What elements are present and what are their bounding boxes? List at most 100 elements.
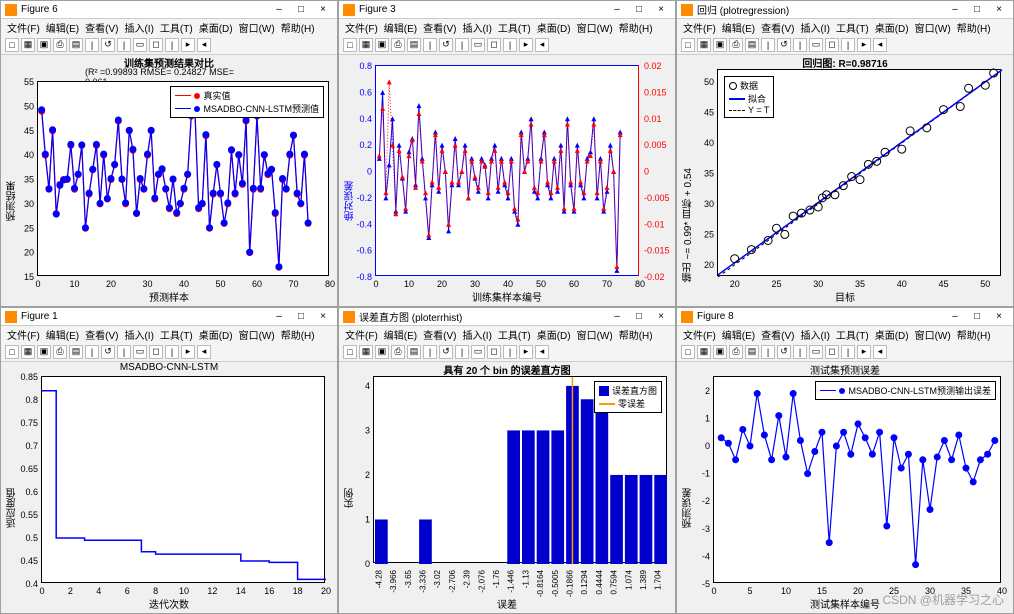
toolbar-btn[interactable]: ◂: [873, 38, 887, 52]
menu-item[interactable]: 查看(V): [759, 20, 796, 35]
toolbar-btn[interactable]: ↺: [101, 38, 115, 52]
menu-item[interactable]: 桌面(D): [197, 20, 235, 35]
menu-item[interactable]: 查看(V): [421, 20, 458, 35]
toolbar-btn[interactable]: ◻: [487, 345, 501, 359]
menu-item[interactable]: 窗口(W): [575, 327, 615, 342]
menu-item[interactable]: 编辑(E): [720, 327, 757, 342]
toolbar-btn[interactable]: ▣: [375, 38, 389, 52]
menu-item[interactable]: 文件(F): [5, 20, 42, 35]
min-btn[interactable]: –: [607, 4, 627, 15]
toolbar-btn[interactable]: ▸: [181, 38, 195, 52]
toolbar-btn[interactable]: |: [793, 345, 807, 359]
menu-item[interactable]: 插入(I): [798, 20, 831, 35]
toolbar-btn[interactable]: ⎙: [391, 38, 405, 52]
toolbar-btn[interactable]: ◻: [149, 345, 163, 359]
menu-item[interactable]: 帮助(H): [955, 327, 993, 342]
toolbar-btn[interactable]: □: [5, 38, 19, 52]
toolbar-btn[interactable]: ▤: [69, 345, 83, 359]
toolbar-btn[interactable]: ▭: [809, 345, 823, 359]
toolbar-btn[interactable]: ▤: [407, 38, 421, 52]
menu-item[interactable]: 窗口(W): [237, 20, 277, 35]
toolbar-btn[interactable]: ↺: [101, 345, 115, 359]
menu-item[interactable]: 窗口(W): [913, 20, 953, 35]
toolbar-btn[interactable]: ◂: [535, 38, 549, 52]
menu-item[interactable]: 插入(I): [460, 20, 493, 35]
toolbar-btn[interactable]: ↺: [439, 345, 453, 359]
toolbar-btn[interactable]: |: [85, 345, 99, 359]
menu-item[interactable]: 插入(I): [460, 327, 493, 342]
max-btn[interactable]: □: [291, 311, 311, 322]
toolbar-btn[interactable]: ▦: [359, 345, 373, 359]
min-btn[interactable]: –: [607, 311, 627, 322]
toolbar-btn[interactable]: ▭: [809, 38, 823, 52]
toolbar-btn[interactable]: ⎙: [729, 345, 743, 359]
toolbar-btn[interactable]: ◂: [873, 345, 887, 359]
menu-item[interactable]: 文件(F): [343, 20, 380, 35]
menu-item[interactable]: 工具(T): [834, 20, 871, 35]
toolbar-btn[interactable]: ▦: [21, 38, 35, 52]
menu-item[interactable]: 帮助(H): [955, 20, 993, 35]
toolbar-btn[interactable]: □: [343, 345, 357, 359]
menu-item[interactable]: 编辑(E): [44, 20, 81, 35]
toolbar-btn[interactable]: ◂: [197, 345, 211, 359]
menu-item[interactable]: 工具(T): [834, 327, 871, 342]
toolbar-btn[interactable]: |: [455, 38, 469, 52]
toolbar-btn[interactable]: ▦: [697, 38, 711, 52]
toolbar-btn[interactable]: ↺: [777, 38, 791, 52]
close-btn[interactable]: ×: [989, 4, 1009, 15]
menu-item[interactable]: 帮助(H): [279, 327, 317, 342]
menu-item[interactable]: 桌面(D): [873, 327, 911, 342]
toolbar-btn[interactable]: ◻: [487, 38, 501, 52]
menu-item[interactable]: 窗口(W): [237, 327, 277, 342]
max-btn[interactable]: □: [291, 4, 311, 15]
toolbar-btn[interactable]: |: [423, 345, 437, 359]
toolbar-btn[interactable]: ◻: [825, 345, 839, 359]
toolbar-btn[interactable]: ⎙: [53, 38, 67, 52]
toolbar-btn[interactable]: ↺: [439, 38, 453, 52]
toolbar-btn[interactable]: ▸: [519, 38, 533, 52]
close-btn[interactable]: ×: [651, 4, 671, 15]
min-btn[interactable]: –: [269, 4, 289, 15]
menu-item[interactable]: 帮助(H): [279, 20, 317, 35]
toolbar-btn[interactable]: ▣: [37, 38, 51, 52]
toolbar-btn[interactable]: |: [503, 38, 517, 52]
toolbar-btn[interactable]: ▣: [375, 345, 389, 359]
menu-item[interactable]: 编辑(E): [382, 327, 419, 342]
toolbar-btn[interactable]: □: [681, 345, 695, 359]
toolbar-btn[interactable]: ▭: [471, 345, 485, 359]
toolbar-btn[interactable]: |: [841, 38, 855, 52]
toolbar-btn[interactable]: ▤: [745, 38, 759, 52]
toolbar-btn[interactable]: |: [117, 38, 131, 52]
menu-item[interactable]: 文件(F): [5, 327, 42, 342]
menu-item[interactable]: 桌面(D): [535, 20, 573, 35]
menu-item[interactable]: 编辑(E): [720, 20, 757, 35]
toolbar-btn[interactable]: |: [117, 345, 131, 359]
menu-item[interactable]: 文件(F): [343, 327, 380, 342]
toolbar-btn[interactable]: ▭: [133, 345, 147, 359]
toolbar-btn[interactable]: ▸: [857, 345, 871, 359]
toolbar-btn[interactable]: ◻: [149, 38, 163, 52]
toolbar-btn[interactable]: |: [165, 345, 179, 359]
toolbar-btn[interactable]: □: [681, 38, 695, 52]
toolbar-btn[interactable]: ▣: [713, 345, 727, 359]
toolbar-btn[interactable]: ▸: [857, 38, 871, 52]
toolbar-btn[interactable]: ⎙: [391, 345, 405, 359]
menu-item[interactable]: 查看(V): [421, 327, 458, 342]
toolbar-btn[interactable]: ▤: [407, 345, 421, 359]
toolbar-btn[interactable]: □: [343, 38, 357, 52]
toolbar-btn[interactable]: □: [5, 345, 19, 359]
toolbar-btn[interactable]: ▸: [181, 345, 195, 359]
close-btn[interactable]: ×: [651, 311, 671, 322]
menu-item[interactable]: 文件(F): [681, 327, 718, 342]
toolbar-btn[interactable]: |: [85, 38, 99, 52]
menu-item[interactable]: 编辑(E): [382, 20, 419, 35]
close-btn[interactable]: ×: [313, 311, 333, 322]
min-btn[interactable]: –: [945, 311, 965, 322]
toolbar-btn[interactable]: |: [761, 345, 775, 359]
menu-item[interactable]: 插入(I): [122, 20, 155, 35]
max-btn[interactable]: □: [967, 311, 987, 322]
toolbar-btn[interactable]: |: [841, 345, 855, 359]
menu-item[interactable]: 工具(T): [496, 20, 533, 35]
toolbar-btn[interactable]: ↺: [777, 345, 791, 359]
menu-item[interactable]: 帮助(H): [617, 327, 655, 342]
